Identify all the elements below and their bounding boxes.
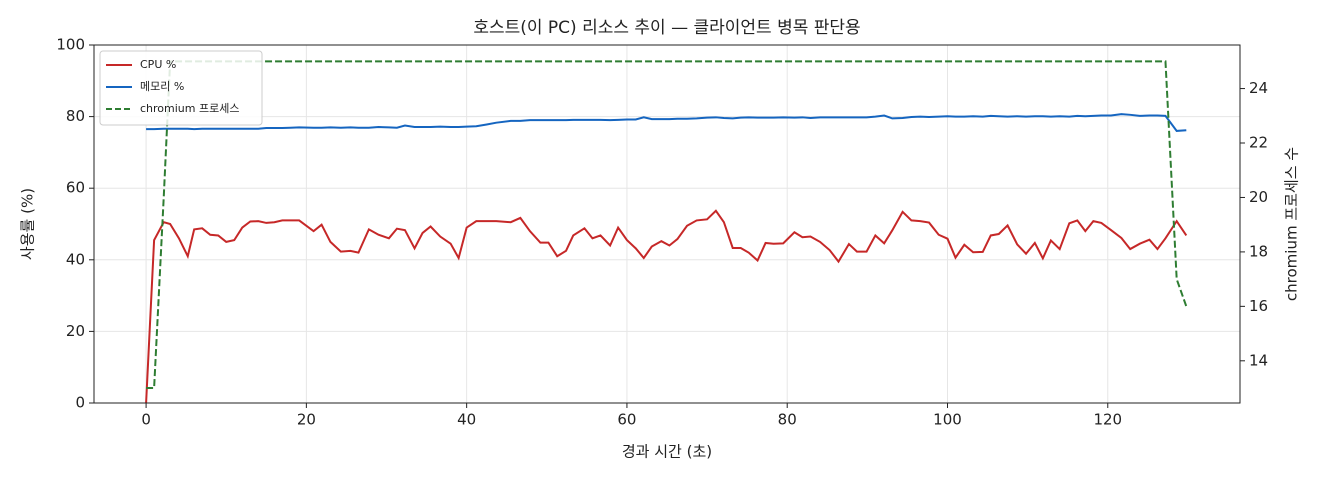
y-tick-label: 20 xyxy=(66,322,85,340)
legend-box xyxy=(99,50,263,126)
legend-label: CPU % xyxy=(140,58,176,71)
y2-tick-label: 24 xyxy=(1249,79,1268,97)
x-tick-label: 40 xyxy=(457,411,476,429)
x-axis-label: 경과 시간 (초) xyxy=(622,443,712,461)
y2-tick-label: 14 xyxy=(1249,351,1268,369)
y-tick-label: 100 xyxy=(56,36,85,54)
series-line xyxy=(146,60,1188,390)
x-tick-label: 120 xyxy=(1093,411,1122,429)
y2-tick-label: 18 xyxy=(1249,242,1268,260)
x-tick-label: 0 xyxy=(141,411,151,429)
y-axis-label: 사용률 (%) xyxy=(19,188,37,260)
y2-axis-label: chromium 프로세스 수 xyxy=(1283,147,1301,301)
y2-tick-label: 20 xyxy=(1249,188,1268,206)
chart-title: 호스트(이 PC) 리소스 추이 — 클라이언트 병목 판단용 xyxy=(473,18,860,38)
series-line xyxy=(146,113,1187,132)
y-tick-label: 40 xyxy=(66,250,85,268)
x-tick-label: 20 xyxy=(297,411,316,429)
y-tick-label: 60 xyxy=(66,179,85,197)
x-tick-label: 80 xyxy=(778,411,797,429)
y-tick-label: 80 xyxy=(66,107,85,125)
plot-frame xyxy=(93,44,1241,404)
series-line xyxy=(145,209,1188,404)
y2-tick-label: 22 xyxy=(1249,134,1268,152)
y-tick-label: 0 xyxy=(75,394,85,412)
y2-tick-label: 16 xyxy=(1249,297,1268,315)
x-tick-label: 60 xyxy=(617,411,636,429)
legend-label: chromium 프로세스 xyxy=(140,102,239,115)
legend-label: 메모리 % xyxy=(140,80,184,93)
x-tick-label: 100 xyxy=(933,411,962,429)
